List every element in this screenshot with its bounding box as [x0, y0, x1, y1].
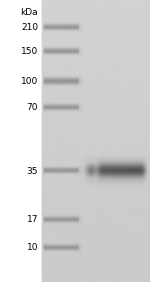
Text: 10: 10	[27, 243, 38, 252]
Text: 70: 70	[27, 104, 38, 113]
Text: 210: 210	[21, 23, 38, 33]
Text: 150: 150	[21, 48, 38, 57]
Text: 35: 35	[27, 166, 38, 175]
Text: 17: 17	[27, 215, 38, 224]
Text: 100: 100	[21, 78, 38, 87]
Text: kDa: kDa	[20, 8, 38, 17]
